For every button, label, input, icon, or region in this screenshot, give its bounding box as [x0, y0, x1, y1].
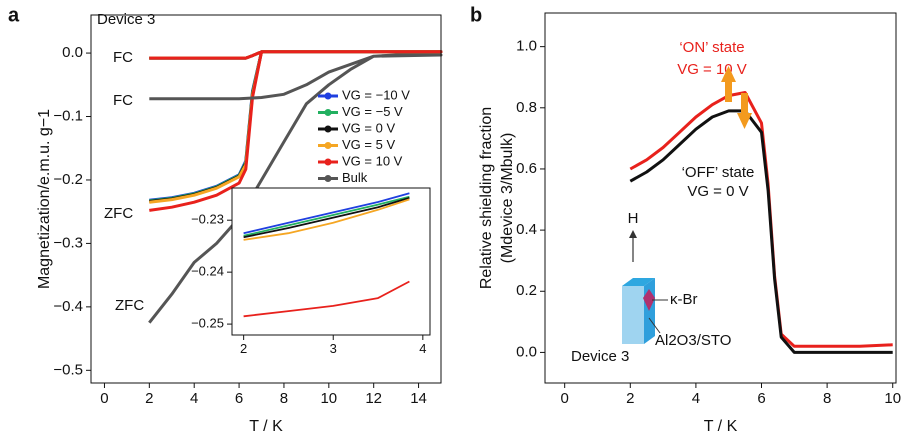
y-tick-label: 0.2 [516, 282, 537, 299]
state-arrows [721, 66, 752, 129]
series-line [149, 50, 443, 212]
x-tick-label: 6 [757, 390, 765, 407]
series-line [149, 50, 443, 203]
y-axis-label: Relative shielding fraction [478, 107, 495, 289]
y-tick-label: −0.23 [191, 212, 224, 227]
y-axis-label: (Mdevice 3/Mbulk) [499, 133, 516, 264]
legend-marker [324, 92, 332, 100]
x-tick-label: 2 [240, 341, 247, 356]
series-line [243, 192, 410, 235]
legend-marker [324, 158, 332, 166]
annotation: Device 3 [571, 348, 629, 365]
inset-background [232, 188, 430, 335]
series-line [243, 195, 410, 237]
x-tick-label: 2 [145, 390, 153, 407]
annotation: FC [113, 49, 133, 66]
annotation: ZFC [115, 297, 144, 314]
x-tick-label: 14 [410, 390, 427, 407]
charts: 0 2 4 6 8 10 12 14 −0.5 −0.4 −0.3 −0.2 −0.1 0.0 VG = −… [8, 4, 901, 435]
down-arrow [741, 93, 748, 117]
x-tick-label: 4 [190, 390, 198, 407]
legend-marker [324, 125, 332, 133]
x-axis-label: T / K [249, 418, 283, 435]
x-tick-label: 10 [884, 390, 901, 407]
y-tick-label: −0.4 [53, 298, 83, 315]
x-tick-label: 8 [823, 390, 831, 407]
up-arrow-head [721, 66, 736, 82]
annotation: FC [113, 92, 133, 109]
series-line [243, 198, 410, 241]
legend-label: VG = −10 V [342, 87, 410, 102]
annotation: ZFC [104, 205, 133, 222]
series-line [629, 91, 893, 348]
legend-marker [324, 142, 332, 149]
series-line [243, 197, 410, 239]
y-tick-label: −0.5 [53, 361, 83, 378]
y-axis-label: Magnetization/e.m.u. g−1 [36, 109, 53, 289]
annotation: H [628, 210, 639, 227]
annotation: ‘ON’ state [679, 39, 744, 56]
legend-label: Bulk [342, 170, 368, 185]
y-tick-label: −0.3 [53, 234, 83, 251]
y-tick-label: −0.25 [191, 316, 224, 331]
panel-label: b [470, 4, 482, 26]
annotation: VG = 0 V [687, 183, 748, 200]
x-tick-label: 3 [330, 341, 337, 356]
annotation: Device 3 [97, 11, 155, 28]
plot-frame [90, 14, 442, 384]
device-side [644, 278, 655, 344]
x-tick-label: 4 [692, 390, 700, 407]
annotation: VG = 10 V [677, 61, 747, 78]
x-axis-label: T / K [704, 418, 738, 435]
x-tick-label: 10 [320, 390, 337, 407]
device-icon [622, 230, 668, 344]
y-tick-label: −0.1 [53, 107, 83, 124]
annotation: ‘OFF’ state [682, 164, 755, 181]
field-arrow-head [629, 230, 637, 238]
legend-label: VG = 0 V [342, 120, 395, 135]
annotation: κ-Br [670, 291, 698, 308]
panel-label: a [8, 4, 20, 26]
callout [648, 317, 661, 334]
plot-frame [544, 12, 897, 384]
device-front [622, 286, 644, 344]
series-line [149, 50, 443, 204]
x-tick-label: 8 [280, 390, 288, 407]
x-tick-label: 4 [419, 341, 426, 356]
legend-marker [324, 109, 332, 116]
y-tick-label: 0.4 [516, 221, 537, 238]
crystal [643, 289, 655, 311]
plot-frame [231, 187, 431, 336]
legend-marker [324, 175, 332, 182]
series-line [148, 53, 443, 324]
annotation: Al2O3/STO [655, 332, 731, 349]
legend-label: VG = 5 V [342, 137, 395, 152]
y-tick-label: 1.0 [516, 38, 537, 55]
y-tick-label: 0.0 [62, 44, 83, 61]
y-tick-label: −0.24 [191, 264, 224, 279]
legend-label: VG = 10 V [342, 153, 403, 168]
series-line [629, 109, 893, 354]
down-arrow-head [737, 113, 752, 129]
x-tick-label: 12 [365, 390, 382, 407]
series-line [149, 50, 443, 202]
y-tick-label: 0.6 [516, 160, 537, 177]
legend-label: VG = −5 V [342, 104, 403, 119]
y-tick-label: 0.0 [516, 343, 537, 360]
x-tick-label: 0 [561, 390, 569, 407]
series-line [149, 50, 443, 203]
series-line [243, 280, 410, 318]
y-tick-label: −0.2 [53, 171, 83, 188]
up-arrow [725, 78, 732, 102]
x-tick-label: 6 [235, 390, 243, 407]
x-tick-label: 0 [100, 390, 108, 407]
y-tick-label: 0.8 [516, 99, 537, 116]
x-tick-label: 2 [626, 390, 634, 407]
